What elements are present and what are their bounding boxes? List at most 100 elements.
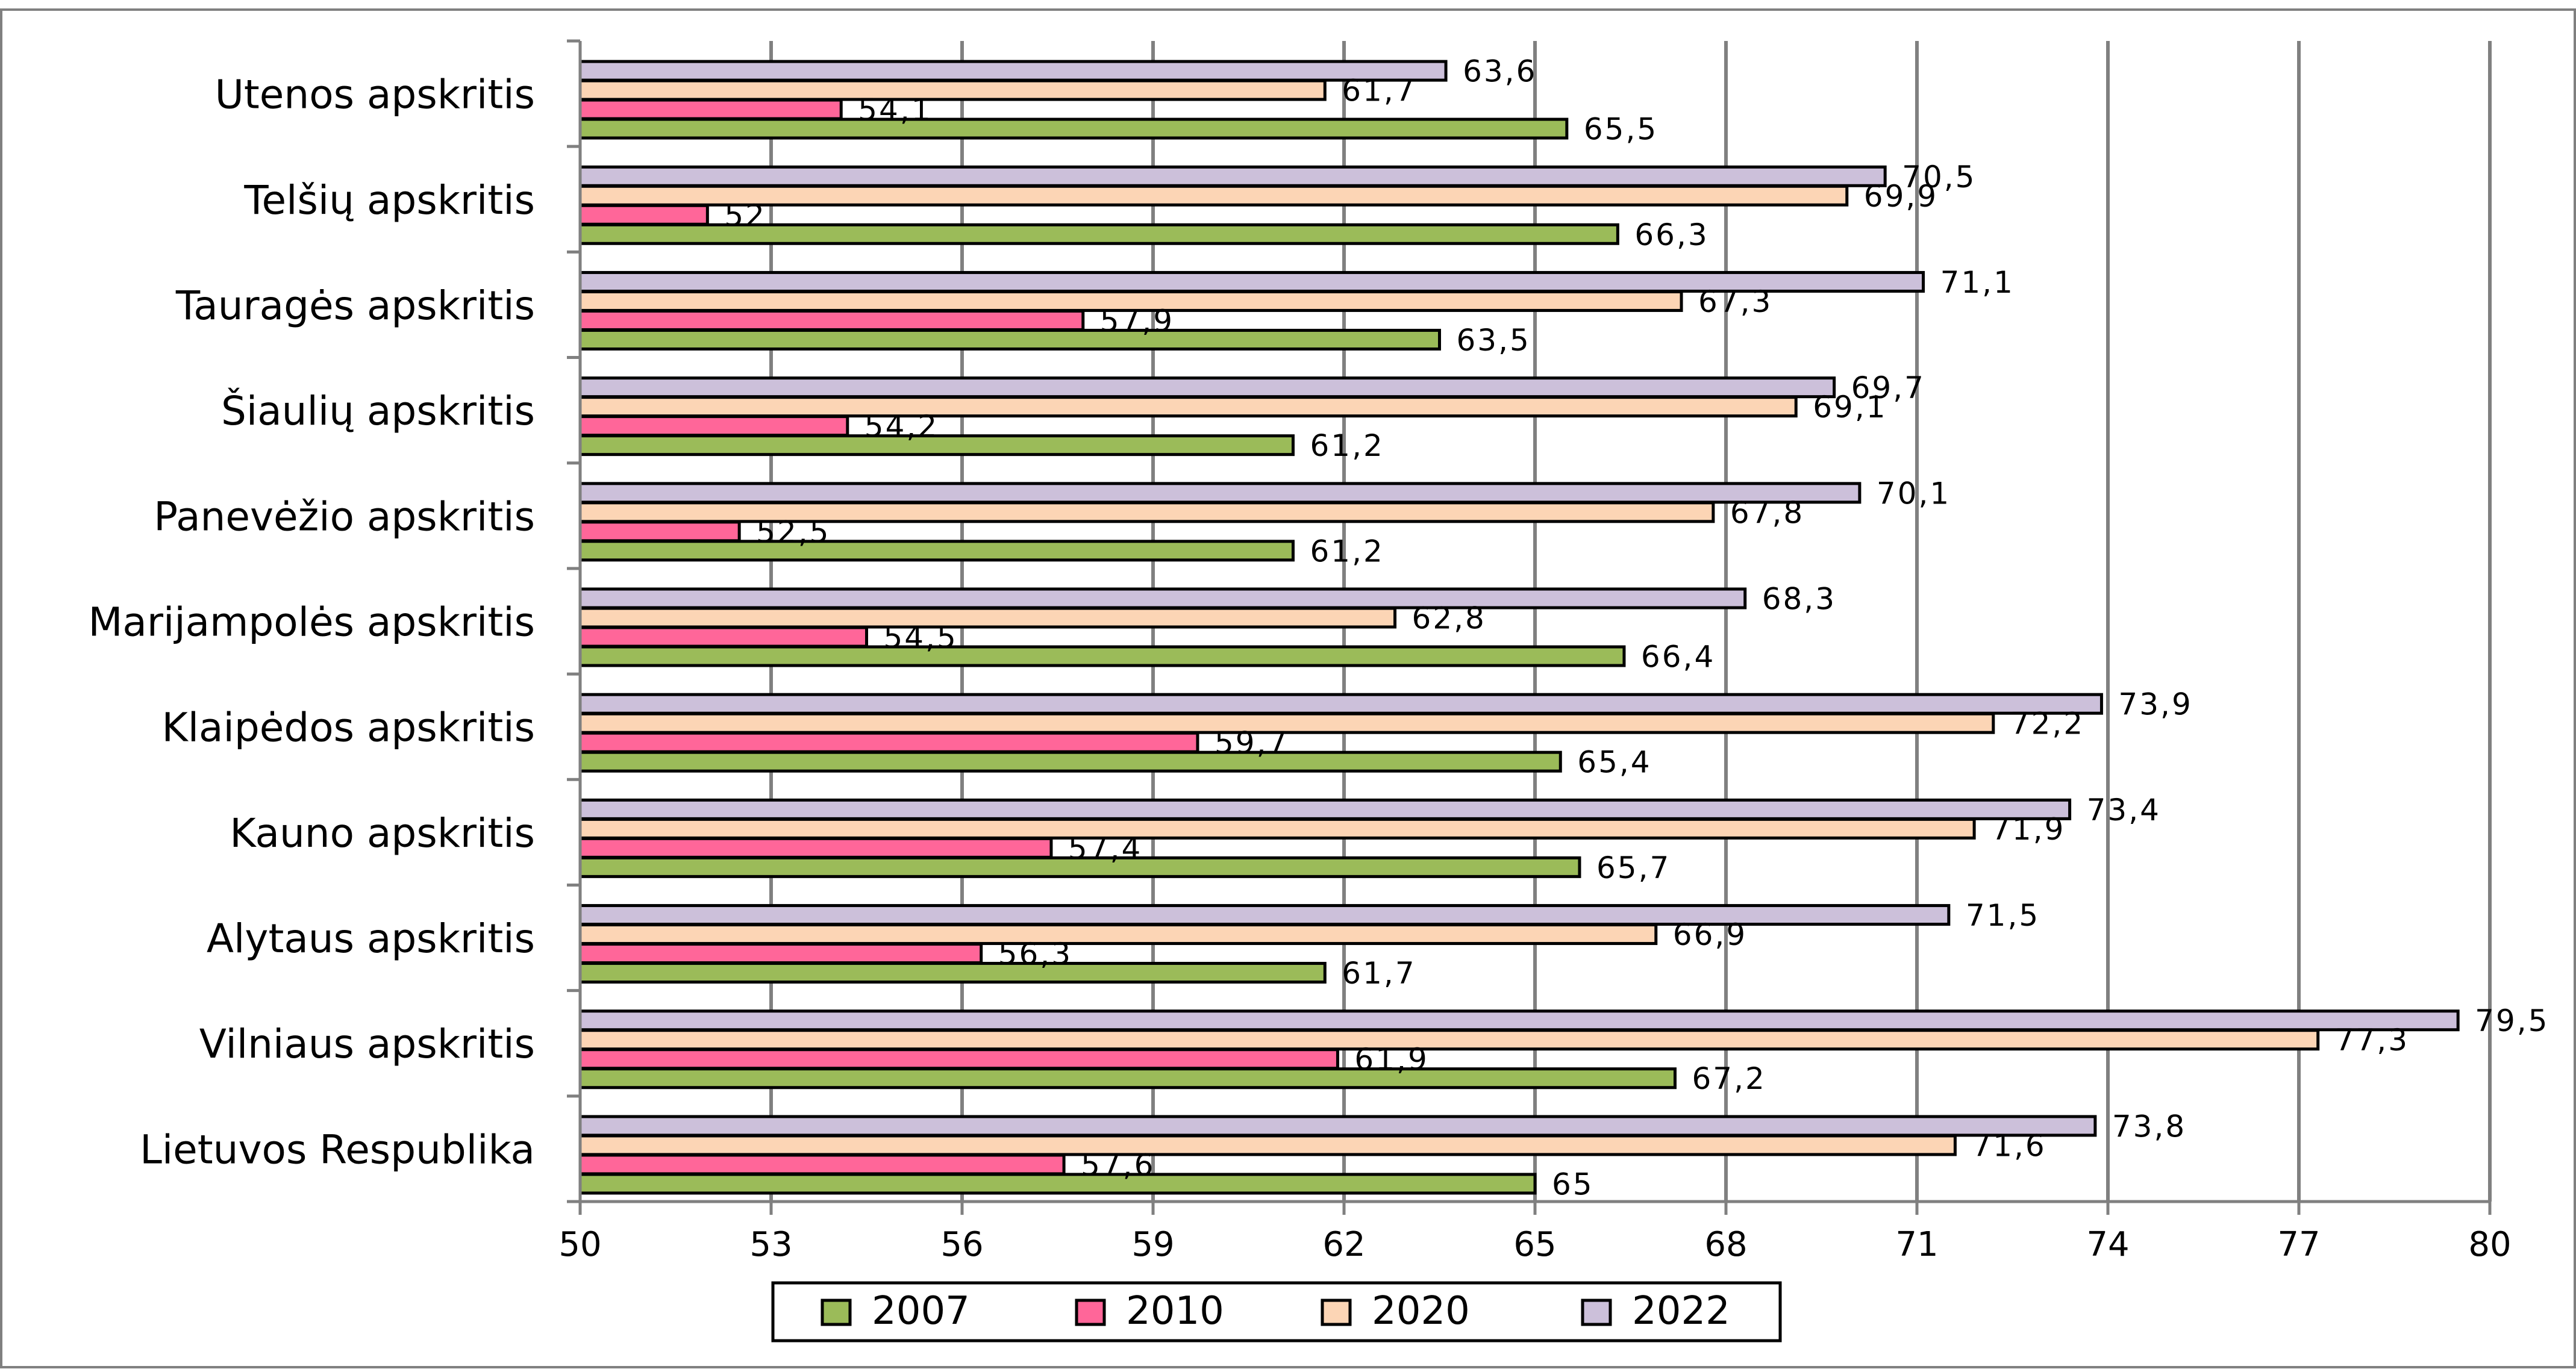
bar-2022: [578, 1009, 2460, 1032]
bar-2010: [578, 837, 1053, 859]
x-tick-label: 59: [1131, 1225, 1174, 1264]
bar-2022: [578, 376, 1836, 399]
bar-2010: [578, 204, 709, 226]
data-label: 65,4: [1577, 745, 1651, 780]
category-label: Panevėžio apskritis: [154, 493, 535, 540]
data-label: 67,8: [1730, 495, 1804, 530]
x-tick-label: 74: [2086, 1225, 2129, 1264]
x-tick-label: 77: [2277, 1225, 2320, 1264]
bar-2020: [578, 817, 1976, 840]
bar-2020: [578, 184, 1849, 207]
bar-2020: [578, 712, 1995, 734]
data-label: 57,6: [1081, 1147, 1155, 1182]
data-label: 57,4: [1068, 831, 1142, 866]
x-tick-label: 50: [558, 1225, 601, 1264]
data-labels: 63,6 70,5 71,1 69,7 70,1 68,3 73,9 73,4 71,5 79,5…: [724, 54, 2549, 1202]
bar-2010: [578, 1048, 1339, 1070]
category-label: Marijampolės apskritis: [88, 599, 535, 646]
category-label: Alytaus apskritis: [207, 915, 535, 962]
data-label: 54,5: [884, 620, 958, 655]
data-label: 65: [1552, 1167, 1594, 1202]
legend-swatch-2020: [1321, 1299, 1352, 1326]
data-label: 54,2: [864, 409, 939, 444]
data-label: 65,7: [1596, 850, 1671, 885]
data-label: 56,3: [998, 937, 1072, 971]
category-label: Kauno apskritis: [230, 810, 535, 856]
data-label: 79,5: [2475, 1003, 2549, 1038]
data-label: 71,1: [1940, 265, 2015, 300]
bar-2010: [578, 731, 1199, 753]
bar-2010: [578, 1153, 1066, 1176]
x-tick-label: 62: [1322, 1225, 1365, 1264]
data-label: 69,9: [1864, 179, 1938, 214]
bar-2022: [578, 60, 1448, 82]
category-label: Klaipėdos apskritis: [161, 705, 535, 751]
bar-2022: [578, 1115, 2097, 1137]
bar-2007: [578, 434, 1295, 457]
data-label: 57,9: [1100, 304, 1174, 338]
bar-2010: [578, 520, 741, 543]
bar-2022: [578, 482, 1862, 504]
bar-2020: [578, 501, 1715, 523]
bar-2022: [578, 693, 2103, 715]
bar-2007: [578, 540, 1295, 562]
bar-2007: [578, 1067, 1677, 1090]
data-label: 69,1: [1813, 390, 1887, 425]
data-label: 59,7: [1215, 726, 1289, 761]
data-label: 69,7: [1851, 370, 1925, 405]
data-label: 70,5: [1902, 160, 1976, 195]
data-label: 61,7: [1342, 73, 1416, 108]
x-tick-label: 68: [1704, 1225, 1747, 1264]
x-tick-label: 56: [940, 1225, 983, 1264]
data-label: 61,2: [1310, 428, 1384, 463]
data-label: 63,5: [1457, 323, 1531, 358]
data-label: 65,5: [1584, 112, 1658, 147]
bar-2007: [578, 645, 1626, 667]
bar-2020: [578, 79, 1327, 101]
legend-swatch-2010: [1075, 1299, 1106, 1326]
data-label: 61,2: [1310, 534, 1384, 569]
category-labels: Utenos apskritis Telšių apskritis Tauragės…: [88, 72, 535, 1173]
category-label: Tauragės apskritis: [175, 282, 535, 329]
bar-2020: [578, 290, 1683, 312]
legend-label: 2022: [1632, 1289, 1730, 1333]
data-label: 62,8: [1412, 601, 1486, 636]
category-label: Telšių apskritis: [243, 177, 535, 223]
legend: 2007 2010 2020 2022: [771, 1281, 1782, 1342]
data-label: 66,9: [1673, 917, 1747, 952]
data-label: 66,4: [1641, 640, 1715, 675]
bar-2010: [578, 943, 983, 965]
data-label: 63,6: [1463, 54, 1537, 89]
category-label: Utenos apskritis: [215, 72, 535, 118]
bar-2007: [578, 117, 1569, 140]
x-tick-label: 53: [749, 1225, 792, 1264]
bar-2010: [578, 98, 843, 120]
data-label: 61,7: [1342, 956, 1416, 991]
data-label: 71,9: [1991, 812, 2065, 847]
data-label: 70,1: [1877, 476, 1951, 511]
data-label: 73,8: [2112, 1109, 2186, 1144]
bar-2007: [578, 328, 1441, 351]
axes: [567, 39, 2492, 1215]
category-label: Šiaulių apskritis: [221, 387, 535, 434]
data-label: 61,9: [1354, 1042, 1428, 1077]
data-label: 73,4: [2087, 793, 2161, 828]
bar-2007: [578, 1173, 1537, 1195]
bar-2020: [578, 1029, 2320, 1051]
bar-2022: [578, 165, 1887, 187]
bar-2010: [578, 626, 868, 648]
data-label: 77,3: [2335, 1023, 2409, 1058]
data-label: 67,2: [1692, 1061, 1766, 1096]
bar-2010: [578, 309, 1085, 331]
bar-2007: [578, 750, 1562, 773]
x-tick-label: 80: [2468, 1225, 2511, 1264]
data-label: 67,3: [1698, 284, 1772, 319]
bar-2022: [578, 798, 2072, 820]
data-label: 52,5: [756, 514, 830, 549]
category-label: Lietuvos Respublika: [140, 1126, 535, 1173]
bar-2010: [578, 415, 849, 437]
legend-label: 2010: [1126, 1289, 1224, 1333]
bar-2020: [578, 607, 1397, 629]
x-tick-label: 65: [1513, 1225, 1556, 1264]
